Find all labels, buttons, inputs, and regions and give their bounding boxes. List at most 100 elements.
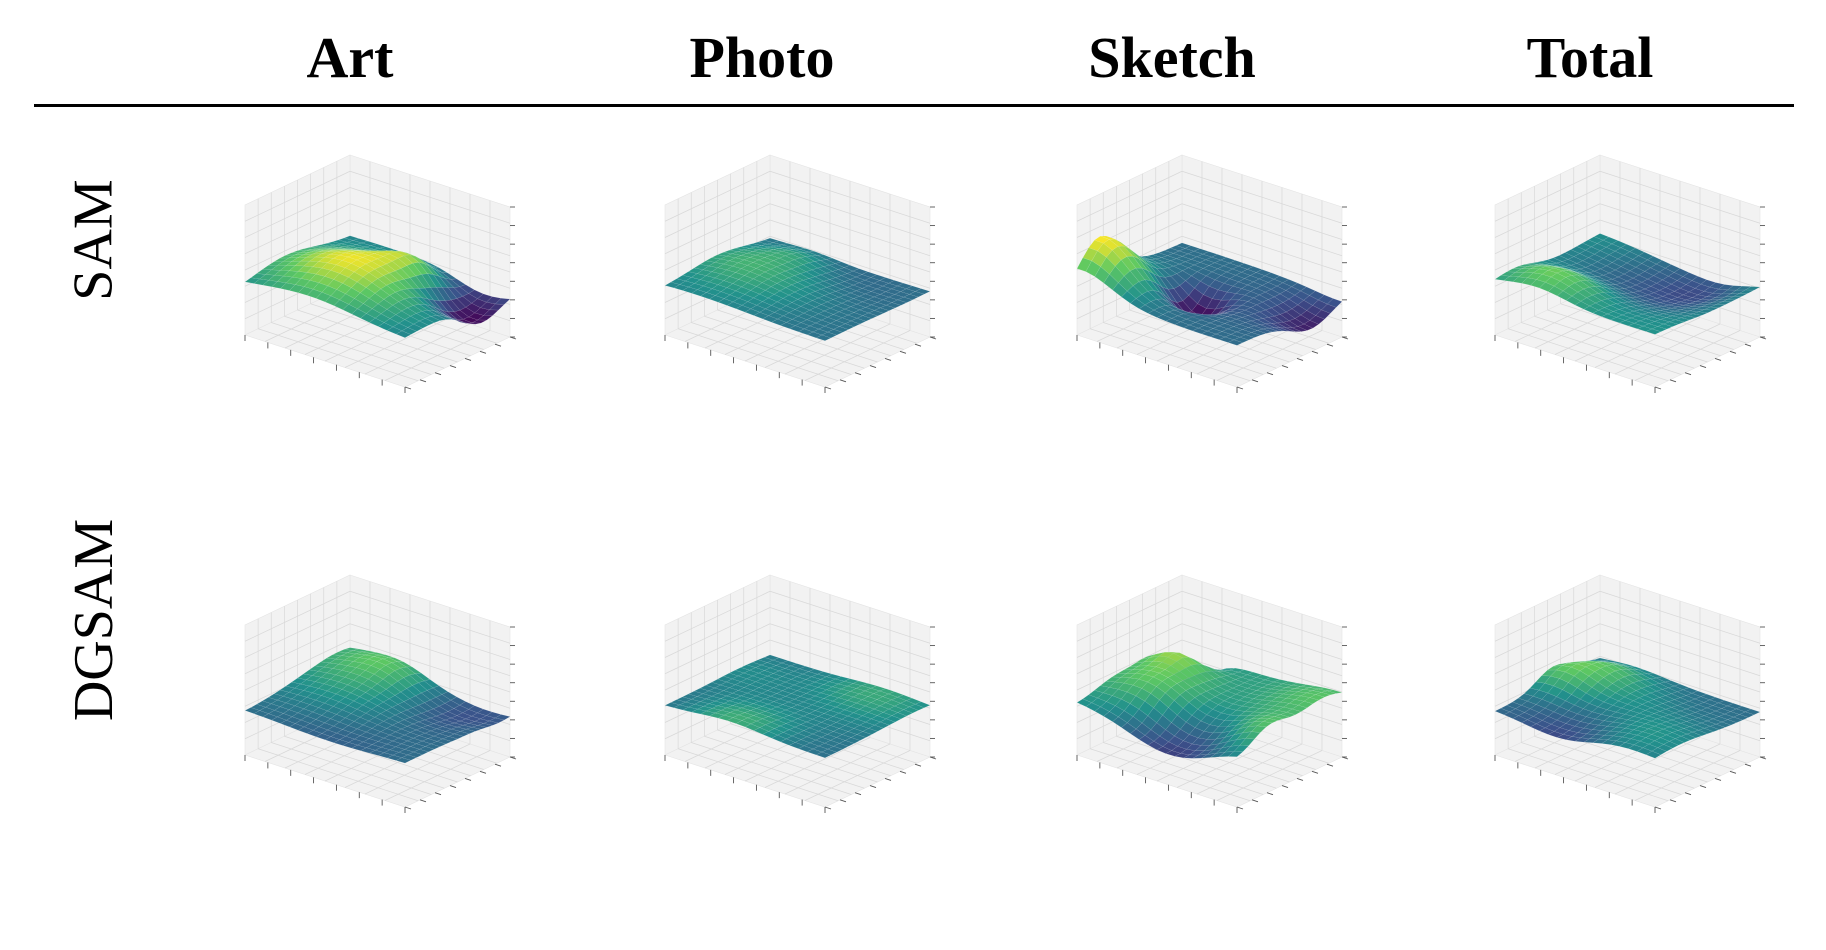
column-header-photo: Photo — [689, 25, 835, 90]
grid-line — [769, 623, 931, 677]
grid-line — [691, 322, 852, 375]
axis-tick — [1699, 365, 1707, 368]
axis-tick — [1281, 785, 1289, 788]
axis-tick — [1684, 372, 1692, 376]
axis-tick — [854, 792, 862, 796]
column-header-art: Art — [306, 25, 394, 90]
grid-line — [349, 590, 511, 644]
axis-tick — [1266, 792, 1274, 796]
grid-line — [1521, 742, 1682, 795]
axis-tick — [1699, 785, 1707, 788]
grid-line — [1594, 737, 1701, 788]
axis-tick — [1266, 372, 1274, 376]
grid-line — [271, 322, 432, 375]
surface-patch — [1645, 750, 1662, 759]
axis-tick — [1744, 763, 1752, 767]
axis-tick — [1729, 770, 1737, 774]
axis-tick — [869, 365, 877, 368]
grid-line — [258, 748, 419, 802]
grid-line — [1116, 315, 1277, 369]
grid-line — [1181, 203, 1343, 257]
grid-line — [769, 219, 931, 273]
grid-line — [784, 743, 891, 795]
grid-line — [1076, 639, 1183, 691]
axis-tick — [494, 343, 502, 347]
axis-tick — [824, 806, 832, 810]
axis-tick — [899, 770, 907, 774]
grid-line — [1599, 203, 1761, 257]
axis-tick — [1714, 358, 1722, 361]
grid-line — [349, 170, 511, 224]
row-label-dgsam: DGSAM — [54, 519, 134, 721]
surface-plot-dgsam-photo — [600, 550, 950, 890]
grid-line — [1494, 639, 1601, 691]
surface-svg — [664, 574, 937, 813]
surface-patch — [1227, 339, 1244, 346]
surface-svg — [1076, 154, 1349, 393]
surface-plot-dgsam-art — [180, 550, 530, 890]
grid-line — [258, 328, 419, 382]
surface-patch — [1227, 751, 1244, 757]
grid-line — [349, 639, 511, 693]
axis-tick — [914, 343, 922, 347]
grid-line — [1634, 750, 1741, 801]
grid-line — [717, 729, 878, 783]
grid-line — [704, 315, 865, 369]
grid-line — [1181, 187, 1343, 240]
grid-line — [1076, 607, 1183, 658]
axis-tick — [404, 806, 412, 810]
axis-tick — [1296, 358, 1304, 361]
grid-line — [364, 743, 471, 795]
grid-line — [1494, 623, 1601, 675]
axis-tick — [1729, 350, 1737, 354]
grid-line — [349, 623, 511, 677]
grid-line — [664, 187, 771, 238]
axis-tick — [404, 386, 412, 390]
axis-tick — [434, 792, 442, 796]
axis-tick — [884, 778, 892, 781]
grid-line — [284, 735, 445, 789]
grid-line — [1196, 323, 1303, 375]
axis-tick — [1669, 799, 1677, 803]
axis-tick — [839, 379, 847, 383]
axis-tick — [824, 386, 832, 390]
grid-line — [664, 203, 771, 255]
axis-tick — [464, 778, 472, 781]
grid-line — [244, 203, 351, 255]
column-header-total: Total — [1526, 25, 1654, 90]
grid-line — [244, 607, 351, 658]
surface-patch — [815, 334, 832, 342]
surface-svg — [1494, 574, 1767, 813]
axis-tick — [419, 379, 427, 383]
surface-plot-sam-photo — [600, 130, 950, 470]
row-label-dgsam-text: DGSAM — [63, 518, 126, 722]
grid-line — [364, 323, 471, 375]
surface-patch — [395, 757, 412, 764]
axis-tick — [854, 372, 862, 376]
grid-line — [769, 639, 931, 693]
grid-line — [344, 317, 451, 368]
axis-tick — [419, 799, 427, 803]
grid-line — [769, 590, 931, 644]
grid-line — [1534, 315, 1695, 369]
grid-line — [664, 607, 771, 658]
grid-line — [1494, 590, 1601, 642]
surface-plot-dgsam-sketch — [1012, 550, 1362, 890]
grid-line — [784, 323, 891, 375]
grid-line — [349, 187, 511, 240]
grid-line — [769, 170, 931, 224]
axis-tick — [1654, 806, 1662, 810]
grid-line — [244, 639, 351, 691]
surface-patch — [395, 330, 412, 338]
grid-line — [1547, 309, 1708, 363]
grid-line — [1599, 623, 1761, 677]
grid-line — [349, 219, 511, 273]
grid-line — [1494, 187, 1601, 238]
grid-line — [1076, 187, 1183, 238]
surface-plot-dgsam-total — [1430, 550, 1780, 890]
surface-svg — [244, 574, 517, 813]
grid-line — [244, 170, 351, 222]
grid-line — [1076, 623, 1183, 675]
grid-line — [1508, 748, 1669, 802]
row-label-sam: SAM — [54, 179, 134, 300]
